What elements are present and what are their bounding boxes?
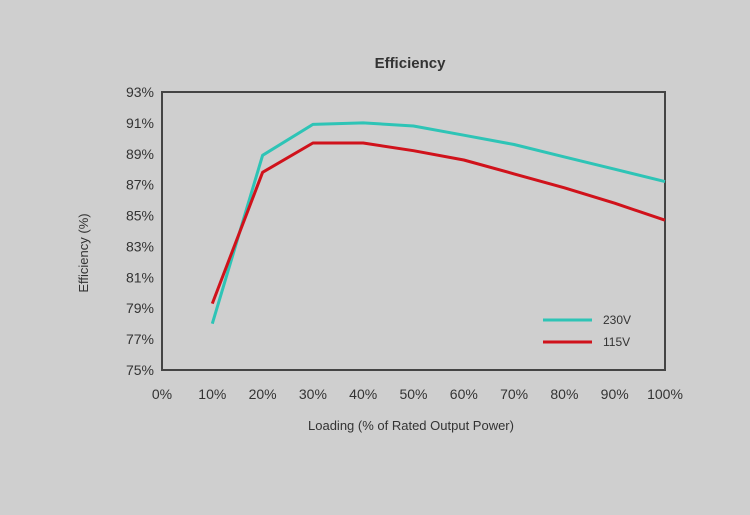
y-axis: 75% 77% 79% 81% 83% 85% 87% 89% 91% 93% [126,84,154,378]
series-line-115V [210,141,666,305]
y-tick-label: 93% [126,84,154,100]
y-tick-label: 85% [126,208,154,224]
y-tick-label: 79% [126,300,154,316]
x-tick-label: 90% [601,386,629,402]
y-tick-label: 77% [126,331,154,347]
x-tick-label: 0% [152,386,172,402]
legend-label: 115V [603,335,630,349]
legend: 230V 115V [543,313,631,349]
x-tick-label: 100% [647,386,683,402]
x-tick-label: 50% [399,386,427,402]
y-tick-label: 81% [126,269,154,285]
series-group [210,121,666,325]
x-axis-label: Loading (% of Rated Output Power) [308,418,514,433]
x-tick-label: 10% [198,386,226,402]
x-tick-label: 80% [550,386,578,402]
x-axis: 0% 10% 20% 30% 40% 50% 60% 70% 80% 90% 100% [152,386,683,402]
x-tick-label: 20% [249,386,277,402]
series-line-230V [210,121,666,325]
x-tick-label: 70% [500,386,528,402]
legend-label: 230V [603,313,631,327]
y-tick-label: 83% [126,238,154,254]
y-axis-label: Efficiency (%) [76,213,91,292]
x-tick-label: 30% [299,386,327,402]
chart-title: Efficiency [375,55,447,72]
y-tick-label: 75% [126,362,154,378]
x-tick-label: 40% [349,386,377,402]
y-tick-label: 87% [126,177,154,193]
y-tick-label: 89% [126,146,154,162]
plot-frame [161,91,666,371]
x-tick-label: 60% [450,386,478,402]
y-tick-label: 91% [126,115,154,131]
